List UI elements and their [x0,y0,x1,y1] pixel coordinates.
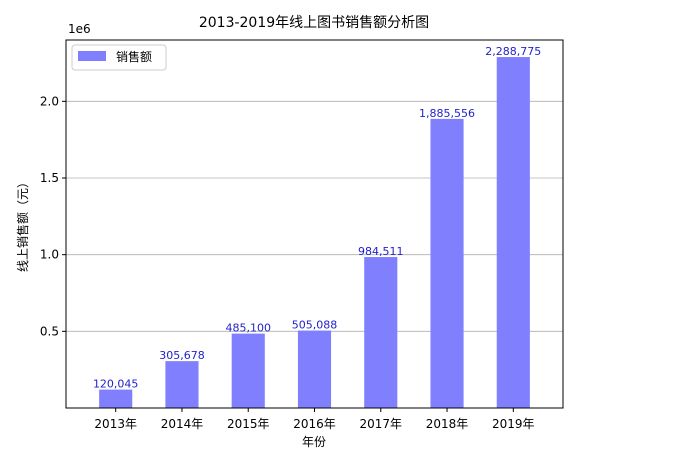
data-label: 505,088 [292,319,338,332]
bar [231,333,265,408]
x-axis-label: 年份 [302,435,326,449]
y-gridlines [66,100,563,332]
data-labels: 120,045 305,678 485,100 505,088 984,511 1,885… [93,45,541,391]
y-tick-label: 0.5 [40,324,59,338]
x-tick-label: 2014年 [161,417,204,431]
bars [99,57,530,409]
bar [165,361,199,408]
y-offset-text: 1e6 [68,22,91,36]
data-label: 120,045 [93,378,139,391]
bar [430,118,464,409]
y-axis-label: 线上销售额（元） [15,176,30,272]
legend: 销售额 [71,44,167,71]
data-label: 485,100 [225,322,271,335]
bar [99,389,133,408]
bar [297,330,332,408]
legend-swatch [78,51,106,61]
x-tick-label: 2017年 [359,417,402,431]
data-label: 305,678 [159,349,205,362]
bar [364,257,398,408]
x-axis-ticks: 2013年 2014年 2015年 2016年 2017年 2018年 2019年 [94,408,535,431]
x-tick-label: 2013年 [94,417,137,431]
bar [496,57,530,408]
y-tick-label: 1.5 [40,171,59,185]
legend-label: 销售额 [116,49,152,64]
data-label: 1,885,556 [419,107,475,120]
data-label: 984,511 [358,245,404,258]
x-tick-label: 2015年 [227,417,270,431]
y-tick-label: 1.0 [40,248,59,262]
x-tick-label: 2018年 [426,417,469,431]
x-tick-label: 2019年 [492,417,535,431]
y-tick-label: 2.0 [40,94,59,108]
data-label: 2,288,775 [485,45,541,58]
x-tick-label: 2016年 [293,417,336,431]
plot-frame [65,39,564,409]
y-axis-ticks: 0.5 1.0 1.5 2.0 [40,94,66,338]
chart-title: 2013-2019年线上图书销售额分析图 [199,15,429,31]
